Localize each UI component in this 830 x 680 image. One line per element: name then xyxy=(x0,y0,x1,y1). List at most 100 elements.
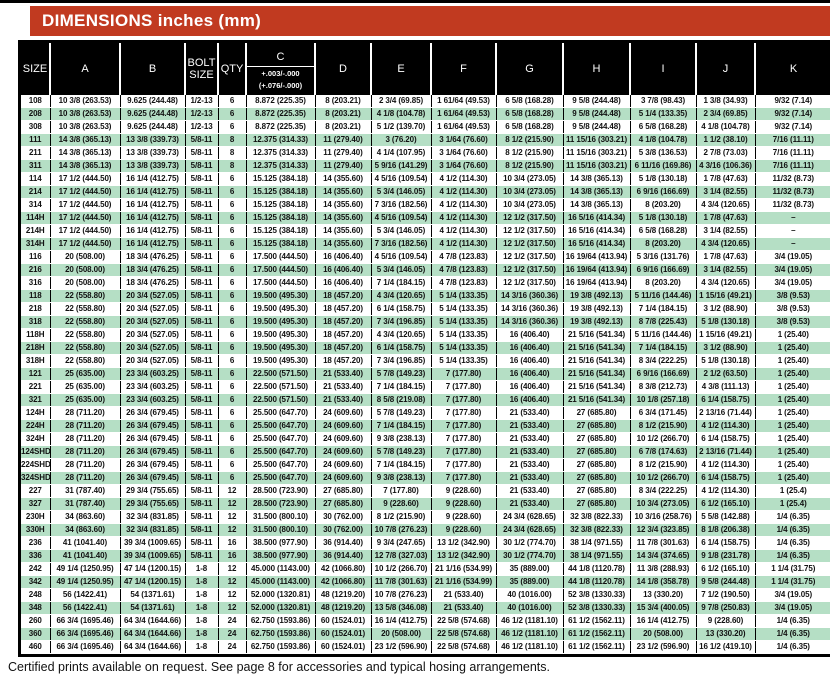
table-cell: 13 1/2 (342.90) xyxy=(431,549,497,563)
table-cell: 28 (711.20) xyxy=(50,458,121,472)
table-cell: 19 3/8 (492.13) xyxy=(563,315,631,329)
table-cell: 10 7/8 (276.23) xyxy=(371,588,432,602)
table-cell: 25.500 (647.70) xyxy=(246,419,316,433)
table-cell: 4 1/2 (114.30) xyxy=(696,458,756,472)
table-cell: 6 xyxy=(218,432,247,446)
table-row: 227 31 (787.40) 29 3/4 (755.65) 5/8-11 12 28.… xyxy=(21,484,830,498)
table-cell: 6 xyxy=(218,237,247,251)
table-row: 124H 28 (711.20) 26 3/4 (679.45) 5/8-11 6 25.… xyxy=(21,406,830,420)
table-cell: 7 3/16 (182.56) xyxy=(371,198,432,212)
table-cell: 9 1/8 (231.78) xyxy=(696,549,756,563)
table-cell: 4 3/8 (111.13) xyxy=(696,380,756,394)
table-cell: 1 (25.40) xyxy=(755,471,830,485)
table-cell: 318H xyxy=(21,354,51,368)
table-cell: 1 (25.40) xyxy=(755,393,830,407)
table-cell: 20 3/4 (527.05) xyxy=(120,302,186,316)
table-cell: 1-8 xyxy=(185,588,219,602)
table-cell: 8 (203.20) xyxy=(630,276,697,290)
c-tolerance-mm: (+.076/-.000) xyxy=(258,80,303,90)
table-row: 236 41 (1041.40) 39 3/4 (1009.65) 5/8-11 16 3… xyxy=(21,536,830,550)
table-cell: 42 (1066.80) xyxy=(315,575,372,589)
table-cell: 1 1/4 (31.75) xyxy=(755,562,830,576)
table-cell: 64 3/4 (1644.66) xyxy=(120,614,186,628)
table-cell: 21 (533.40) xyxy=(315,393,372,407)
table-row: 114H 17 1/2 (444.50) 16 1/4 (412.75) 5/8-11… xyxy=(21,211,830,225)
table-cell: 5 11/16 (144.46) xyxy=(630,328,697,342)
table-cell: 2 13/16 (71.44) xyxy=(696,406,756,420)
table-cell: 28.500 (723.90) xyxy=(246,497,316,511)
table-cell: 22 (558.80) xyxy=(50,315,121,329)
table-cell: 4 1/2 (114.30) xyxy=(696,419,756,433)
table-cell: 20 3/4 (527.05) xyxy=(120,315,186,329)
table-cell: 66 3/4 (1695.46) xyxy=(50,640,121,654)
table-cell: 7 (177.80) xyxy=(431,432,497,446)
table-cell: 12.375 (314.33) xyxy=(246,133,316,147)
table-cell: 5/8-11 xyxy=(185,380,219,394)
table-cell: 45.000 (1143.00) xyxy=(246,562,316,576)
table-cell: 18 3/4 (476.25) xyxy=(120,250,186,264)
table-cell: 7 3/16 (182.56) xyxy=(371,237,432,251)
table-cell: 16 1/4 (412.75) xyxy=(120,211,186,225)
table-cell: 15.125 (384.18) xyxy=(246,211,316,225)
table-cell: 28 (711.20) xyxy=(50,419,121,433)
table-cell: 6 xyxy=(218,224,247,238)
table-cell: 9 3/4 (247.65) xyxy=(371,536,432,550)
table-cell: 5/8-11 xyxy=(185,510,219,524)
table-cell: 4 5/16 (109.54) xyxy=(371,172,432,186)
table-cell: 62.750 (1593.86) xyxy=(246,627,316,641)
table-cell: 25.500 (647.70) xyxy=(246,458,316,472)
table-cell: 5/8-11 xyxy=(185,471,219,485)
table-cell: 11 3/8 (288.93) xyxy=(630,562,697,576)
table-cell: 1/4 (6.35) xyxy=(755,536,830,550)
table-cell: 11/32 (8.73) xyxy=(755,172,830,186)
table-row: 360 66 3/4 (1695.46) 64 3/4 (1644.66) 1-8 24… xyxy=(21,627,830,641)
table-cell: 46 1/2 (1181.10) xyxy=(496,627,564,641)
table-cell: 5/8-11 xyxy=(185,445,219,459)
column-header-h: H xyxy=(563,43,631,95)
table-cell: 10 1/8 (257.18) xyxy=(630,393,697,407)
table-cell: 52.000 (1320.81) xyxy=(246,601,316,615)
table-cell: 6 1/4 (158.75) xyxy=(696,536,756,550)
table-cell: 6 9/16 (166.69) xyxy=(630,263,697,277)
table-cell: 23 1/2 (596.90) xyxy=(371,640,432,654)
table-cell: 7 1/4 (184.15) xyxy=(371,276,432,290)
table-cell: 20 (508.00) xyxy=(630,627,697,641)
table-cell: 216 xyxy=(21,263,51,277)
table-cell: 13 3/8 (339.73) xyxy=(120,159,186,173)
table-cell: 311 xyxy=(21,159,51,173)
table-cell: 8 xyxy=(218,159,247,173)
table-cell: 5 1/4 (133.35) xyxy=(431,289,497,303)
table-cell: 60 (1524.01) xyxy=(315,627,372,641)
table-cell: 5/8-11 xyxy=(185,185,219,199)
table-cell: 3 1/64 (76.60) xyxy=(431,146,497,160)
table-cell: 14 (355.60) xyxy=(315,185,372,199)
table-cell: 61 1/2 (1562.11) xyxy=(563,640,631,654)
table-cell: 16 (406.40) xyxy=(496,367,564,381)
table-cell: 1 61/64 (49.53) xyxy=(431,95,497,108)
table-cell: 47 1/4 (1200.15) xyxy=(120,575,186,589)
table-cell: 6 xyxy=(218,302,247,316)
table-cell: 61 1/2 (1562.11) xyxy=(563,614,631,628)
table-cell: 224H xyxy=(21,419,51,433)
table-cell: 42 (1066.80) xyxy=(315,562,372,576)
table-cell: 16 (406.40) xyxy=(496,354,564,368)
table-row: 242 49 1/4 (1250.95) 47 1/4 (1200.15) 1-8 12… xyxy=(21,562,830,576)
table-cell: 124H xyxy=(21,406,51,420)
table-cell: 5 1/4 (133.35) xyxy=(431,341,497,355)
table-cell: – xyxy=(755,224,830,238)
table-cell: 23 3/4 (603.25) xyxy=(120,380,186,394)
table-cell: 64 3/4 (1644.66) xyxy=(120,627,186,641)
table-cell: 4 7/8 (123.83) xyxy=(431,250,497,264)
table-cell: 12 1/2 (317.50) xyxy=(496,211,564,225)
table-row: 321 25 (635.00) 23 3/4 (603.25) 5/8-11 6 22.5… xyxy=(21,393,830,407)
table-cell: 66 3/4 (1695.46) xyxy=(50,614,121,628)
table-cell: 38.500 (977.90) xyxy=(246,536,316,550)
table-row: 114 17 1/2 (444.50) 16 1/4 (412.75) 5/8-11 6… xyxy=(21,172,830,186)
table-cell: 12 xyxy=(218,484,247,498)
table-cell: 16 xyxy=(218,536,247,550)
table-cell: 49 1/4 (1250.95) xyxy=(50,562,121,576)
table-cell: 460 xyxy=(21,640,51,654)
table-cell: 10 3/4 (273.05) xyxy=(496,172,564,186)
table-cell: 9 5/8 (244.48) xyxy=(563,120,631,134)
table-cell: 27 (685.80) xyxy=(563,458,631,472)
